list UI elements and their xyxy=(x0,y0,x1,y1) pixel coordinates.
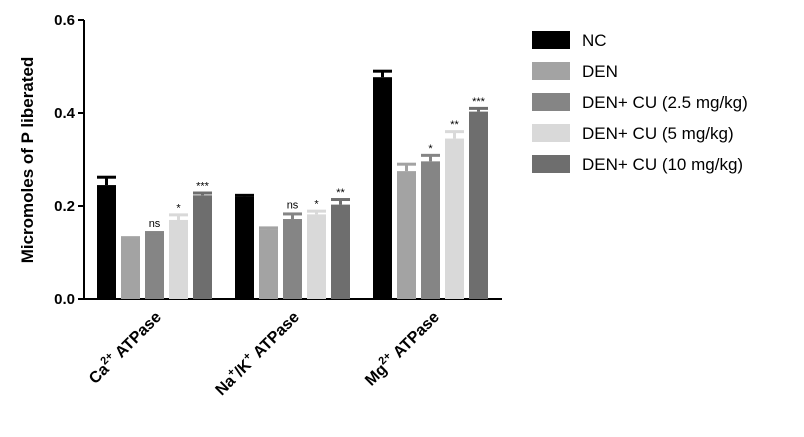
legend: NC DEN DEN+ CU (2.5 mg/kg) DEN+ CU (5 mg/kg… xyxy=(532,31,748,174)
legend-label: DEN+ CU (2.5 mg/kg) xyxy=(582,93,748,112)
error-bar xyxy=(453,131,456,139)
bar xyxy=(97,185,116,299)
legend-label: DEN+ CU (5 mg/kg) xyxy=(582,124,734,143)
bar xyxy=(121,238,140,299)
error-bar xyxy=(429,154,432,162)
bar xyxy=(283,219,302,299)
legend-swatch xyxy=(532,155,570,173)
category-label: Ca2+ ATPase xyxy=(84,307,165,388)
bar xyxy=(469,111,488,299)
error-bar xyxy=(177,214,180,220)
error-bar-cap xyxy=(469,106,488,110)
error-bar-cap xyxy=(445,130,464,134)
y-axis-label: Micromoles of P liberated xyxy=(18,57,37,264)
legend-label: NC xyxy=(582,31,607,50)
bar xyxy=(259,229,278,299)
error-bar-cap xyxy=(283,212,302,216)
bar xyxy=(397,171,416,299)
significance-label: *** xyxy=(472,96,486,108)
significance-label: * xyxy=(428,143,433,155)
category-label: Na+/K+ ATPase xyxy=(210,307,302,399)
bar xyxy=(193,195,212,299)
legend-label: DEN xyxy=(582,62,618,81)
error-bar-cap xyxy=(259,226,278,230)
error-bar-cap xyxy=(373,69,392,73)
y-tick-label: 0.2 xyxy=(54,198,75,215)
bar xyxy=(169,219,188,299)
category-label: Mg2+ ATPase xyxy=(360,307,443,390)
error-bar-cap xyxy=(97,175,116,179)
error-bar-cap xyxy=(235,193,254,197)
y-tick-label: 0.0 xyxy=(54,291,75,308)
error-bar-cap xyxy=(145,231,164,235)
bar xyxy=(331,204,350,299)
error-bar-cap xyxy=(307,209,326,213)
error-bar-cap xyxy=(397,162,416,166)
significance-label: * xyxy=(176,202,181,214)
legend-swatch xyxy=(532,62,570,80)
bar xyxy=(373,77,392,299)
plot-area: 0.0 0.2 0.4 0.6 Micromoles of P liberated ns n… xyxy=(18,12,502,399)
significance-label: ns xyxy=(149,218,161,230)
error-bar xyxy=(105,176,108,186)
error-bar-cap xyxy=(193,191,212,195)
bar xyxy=(235,196,254,299)
bar xyxy=(307,214,326,299)
bar xyxy=(445,138,464,299)
significance-label: ** xyxy=(450,119,459,131)
y-tick-label: 0.4 xyxy=(54,105,76,122)
legend-swatch xyxy=(532,93,570,111)
error-bar-cap xyxy=(121,236,140,240)
category-label-part: ATPase xyxy=(247,309,302,364)
legend-swatch xyxy=(532,124,570,142)
error-bar xyxy=(291,213,294,220)
significance-label: *** xyxy=(196,181,210,193)
bar xyxy=(421,161,440,299)
bar xyxy=(145,233,164,299)
error-bar-cap xyxy=(331,198,350,202)
error-bar xyxy=(405,163,408,172)
legend-swatch xyxy=(532,31,570,49)
category-label-part: ATPase xyxy=(109,309,164,364)
error-bar xyxy=(339,199,342,205)
error-bar-cap xyxy=(169,213,188,217)
y-tick-label: 0.6 xyxy=(54,12,75,29)
category-label-part: ATPase xyxy=(387,309,442,364)
legend-label: DEN+ CU (10 mg/kg) xyxy=(582,155,743,174)
significance-label: ns xyxy=(287,199,299,211)
error-bar-cap xyxy=(421,153,440,157)
significance-label: ** xyxy=(336,187,345,199)
error-bar xyxy=(381,70,384,78)
significance-label: * xyxy=(314,199,319,211)
